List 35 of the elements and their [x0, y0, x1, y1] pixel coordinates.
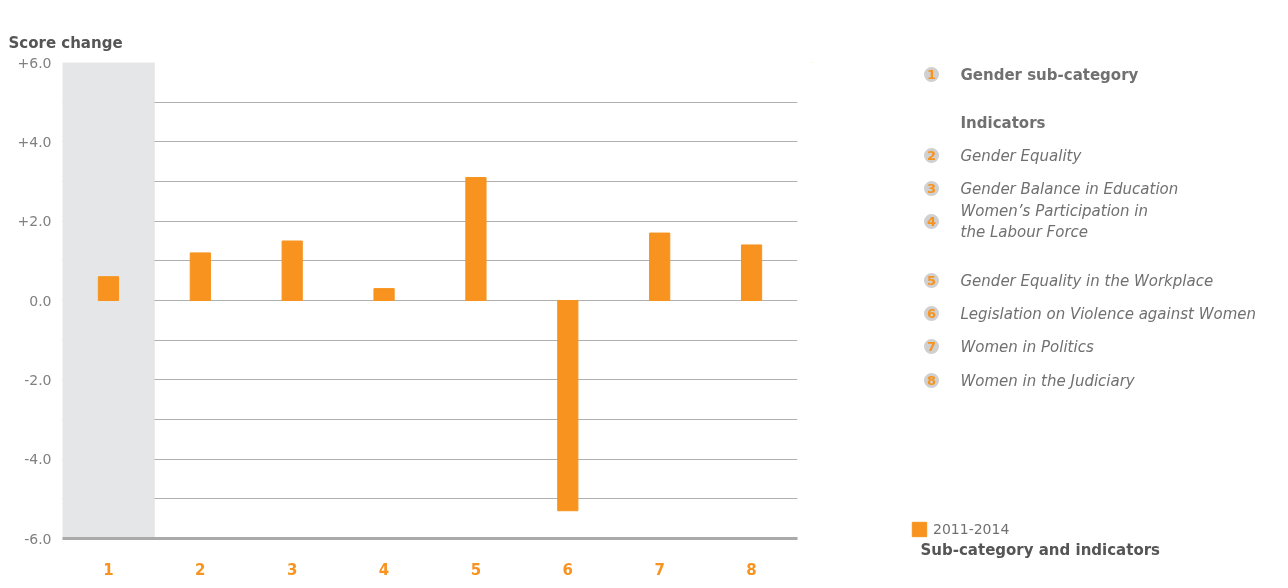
- y-axis-title: Score change: [8, 33, 123, 52]
- category-label: 5: [926, 273, 937, 288]
- y-tick-label: +2.0: [17, 213, 52, 230]
- text: Indicators: [960, 113, 1046, 132]
- y-tick-label: -6.0: [24, 530, 52, 547]
- category-label: 2: [926, 148, 937, 163]
- text: Legislation on Violence against Women: [960, 304, 1257, 323]
- legend-label: 2011-2014: [933, 521, 1010, 537]
- y-tick-label: +4.0: [17, 133, 52, 150]
- x-tick-label: 4: [378, 560, 390, 579]
- category-label: 3: [926, 181, 937, 196]
- text: 1: [926, 67, 937, 82]
- text: Women in the Judiciary: [960, 371, 1136, 390]
- x-tick-label: 8: [746, 560, 757, 579]
- text: Women in Politics: [960, 337, 1094, 356]
- text: Sub-category and indicators: [920, 540, 1161, 559]
- y-tick-label: +6.0: [17, 54, 52, 71]
- text: Gender Equality in the Workplace: [960, 271, 1214, 290]
- x-tick-label: 7: [654, 560, 665, 579]
- x-tick-label: 3: [286, 560, 298, 579]
- y-tick-label: 0.0: [29, 292, 52, 309]
- text: Women’s Participation in the Labour Force: [960, 201, 1148, 242]
- x-tick-label: 1: [103, 560, 114, 579]
- text: Gender Equality: [960, 146, 1083, 165]
- x-tick-label: 6: [562, 560, 574, 579]
- y-tick-label: -2.0: [24, 371, 52, 388]
- text: Gender Balance in Education: [960, 179, 1179, 198]
- category-label: 4: [926, 214, 937, 229]
- category-label: 8: [926, 373, 937, 388]
- y-tick-label: -4.0: [24, 451, 52, 468]
- category-label: 6: [926, 306, 937, 321]
- x-tick-label: 2: [195, 560, 206, 579]
- x-tick-label: 5: [470, 560, 482, 579]
- text: Gender sub-category: [960, 65, 1139, 84]
- category-label: 7: [926, 339, 937, 354]
